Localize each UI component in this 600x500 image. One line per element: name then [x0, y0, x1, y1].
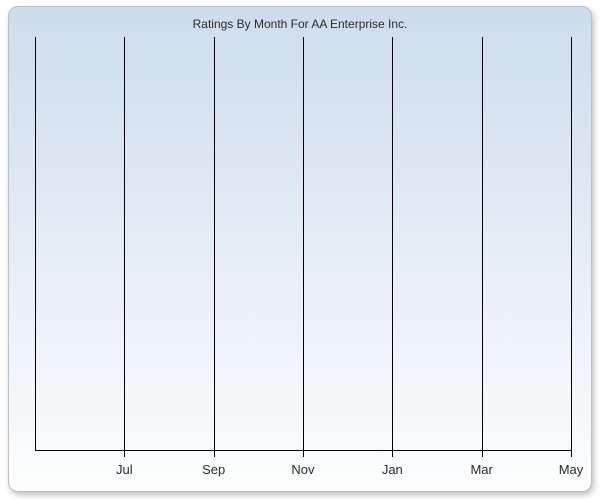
x-tick [392, 451, 393, 457]
gridline [303, 37, 304, 451]
x-tick [303, 451, 304, 457]
plot-area: JulSepNovJanMarMay [35, 37, 571, 451]
x-tick-label: Jul [116, 462, 133, 477]
gridline [571, 37, 572, 451]
chart-title: Ratings By Month For AA Enterprise Inc. [9, 17, 591, 31]
x-tick-label: Nov [291, 462, 314, 477]
x-tick [571, 451, 572, 457]
x-tick [482, 451, 483, 457]
y-axis [35, 37, 36, 451]
x-tick-label: Jan [382, 462, 403, 477]
chart-panel: Ratings By Month For AA Enterprise Inc. … [8, 6, 592, 492]
gridline [124, 37, 125, 451]
gridline [392, 37, 393, 451]
x-tick [214, 451, 215, 457]
x-tick [124, 451, 125, 457]
x-tick-label: May [559, 462, 584, 477]
gridline [482, 37, 483, 451]
x-tick-label: Mar [470, 462, 492, 477]
x-tick-label: Sep [202, 462, 225, 477]
gridline [214, 37, 215, 451]
